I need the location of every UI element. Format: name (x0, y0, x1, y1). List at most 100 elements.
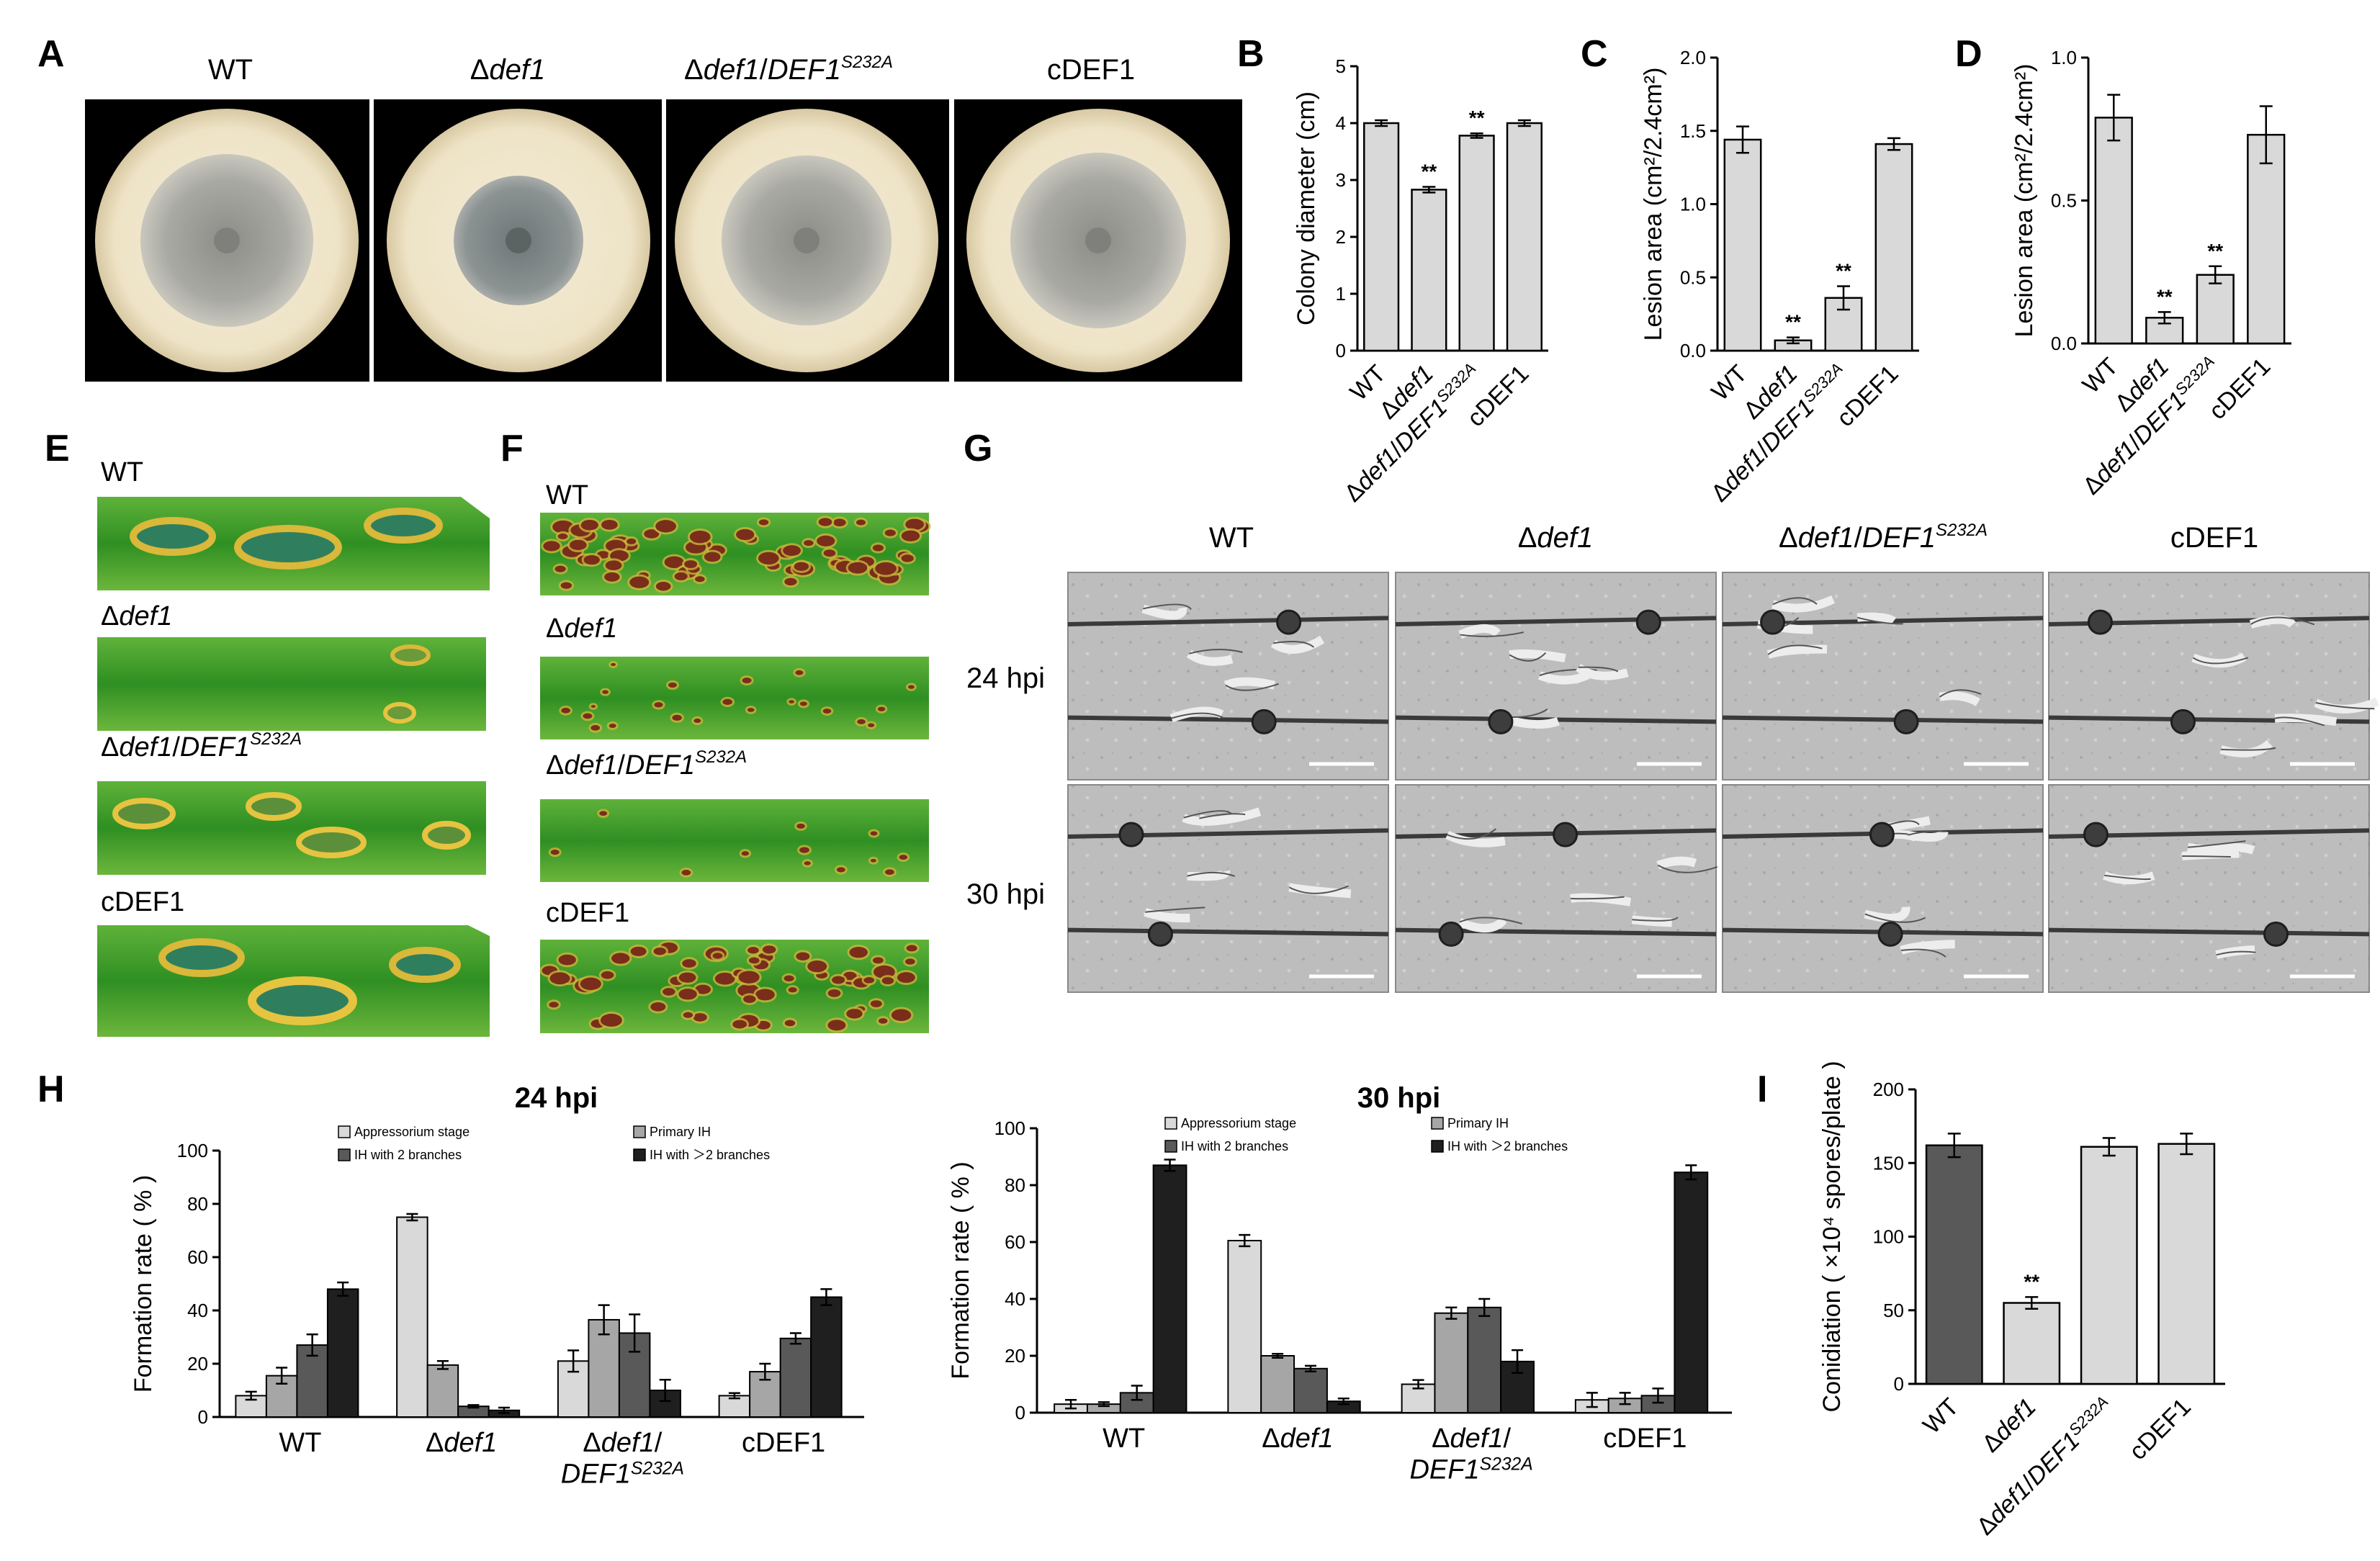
lesion (112, 798, 176, 829)
lesion-spot (908, 685, 915, 689)
inoculum-def1 (506, 228, 531, 253)
lesion (158, 938, 245, 977)
lesion-spot (689, 531, 711, 544)
tick-label-part: S232A (631, 1459, 684, 1478)
y-tick-label: 0.0 (2051, 333, 2077, 354)
legend-label: IH with ＞2 branches (650, 1148, 770, 1162)
lesion-spot (877, 706, 886, 711)
lesion-spot (732, 1020, 747, 1029)
hypha-outline (1509, 652, 1547, 662)
tick-label-x: Δdef1/ DEF1S232A (561, 1428, 684, 1490)
lesion-spot (784, 1020, 796, 1027)
invasive-hypha (1288, 883, 1352, 899)
lesion-spot (611, 662, 616, 667)
leaf-f-label-s232a: Δdef1/DEF1S232A (546, 747, 747, 780)
lesion-spot (714, 972, 735, 985)
lesion-spot (804, 861, 811, 865)
invasive-hypha (1856, 612, 1897, 625)
lesion-spot (684, 560, 698, 568)
lesion-spot (799, 847, 809, 853)
bar (396, 1216, 428, 1418)
tick-label-part: S232A (1433, 359, 1480, 406)
lesion-spot (783, 975, 794, 982)
lesion-spot (599, 811, 608, 816)
lesion-spot (674, 572, 688, 580)
appressorium (1869, 822, 1895, 847)
appressorium (1760, 609, 1786, 635)
lesion-spot (611, 953, 630, 964)
tick-label-part: / (655, 1428, 663, 1458)
y-axis-label: Formation rate ( % ) (947, 1161, 974, 1379)
lesion-spot (748, 957, 760, 964)
inoculum-s232a (794, 228, 819, 253)
lesion-spot (695, 984, 711, 994)
legend-label: IH with 2 branches (1181, 1139, 1288, 1153)
bar (1925, 1144, 1983, 1385)
plate-title-wt: WT (208, 54, 253, 86)
plate-title-s232a: Δdef1/DEF1S232A (684, 53, 893, 86)
lesion-spot (549, 972, 570, 985)
y-tick-label: 20 (187, 1353, 208, 1375)
hypha-outline (1856, 616, 1903, 625)
lesion-spot (870, 831, 878, 836)
tick-label-part: WT (1918, 1393, 1964, 1439)
tick-label-part: cDEF1 (1603, 1423, 1687, 1454)
y-tick-label: 50 (1883, 1300, 1904, 1321)
invasive-hypha (1223, 677, 1276, 690)
plate-title-cdef1: cDEF1 (1047, 54, 1135, 86)
y-axis-label: Formation rate ( % ) (130, 1175, 157, 1393)
tick-label-part: Δ (1262, 1423, 1280, 1454)
lesion-spot (884, 529, 896, 536)
significance-label: ** (2157, 285, 2173, 307)
lesion-spot (872, 544, 884, 552)
hypha-outline (2104, 874, 2151, 881)
g-col-s232a: Δdef1/DEF1S232A (1779, 521, 1988, 554)
invasive-hypha (2249, 615, 2296, 629)
tick-label-part: WT (279, 1428, 321, 1458)
lesion-spot (818, 518, 832, 526)
lesion-spot (856, 519, 866, 526)
lesion (234, 525, 342, 570)
lesion-spot (784, 577, 797, 586)
lesion-spot (736, 528, 755, 541)
y-tick-label: 1.0 (2051, 47, 2077, 68)
lesion-spot (741, 851, 750, 856)
lesion-spot (891, 1009, 912, 1022)
lesion-spot (743, 995, 756, 1003)
lesion-spot (905, 958, 915, 965)
lesion-spot (601, 971, 614, 979)
tick-label-part: cDEF1 (2124, 1393, 2196, 1465)
cell-wall (1067, 715, 1389, 724)
g-col-wt: WT (1209, 522, 1254, 554)
lesion-spot (827, 989, 841, 997)
lesion-spot (629, 576, 650, 588)
lesion-spot (682, 959, 696, 968)
inoculum-cdef1 (1085, 228, 1111, 253)
legend-swatch (1164, 1140, 1177, 1153)
y-tick-label: 4 (1336, 112, 1346, 134)
invasive-hypha (1458, 917, 1507, 933)
legend-label: Primary IH (1447, 1116, 1509, 1130)
lesion-spot (848, 562, 868, 574)
lesion-spot (602, 690, 609, 694)
tick-label-part: S232A (1480, 1454, 1533, 1474)
micrograph-tile (1722, 572, 2044, 780)
hypha-outline (1145, 907, 1205, 913)
leaf-e-label-def1: Δdef1 (101, 601, 172, 631)
panel-label-C: C (1581, 33, 1608, 75)
hypha-outline (1183, 810, 1232, 819)
significance-label: ** (1836, 259, 1851, 282)
lesion-spot (849, 946, 868, 958)
appressorium (1635, 609, 1661, 635)
lesion-spot (789, 700, 794, 703)
leaf-f-label-def1: Δdef1 (546, 613, 617, 644)
lesion-spot (704, 552, 721, 562)
invasive-hypha (1509, 649, 1566, 663)
lesion-spot (742, 678, 752, 683)
leaf-e-label-cdef1: cDEF1 (101, 887, 184, 917)
invasive-hypha (1537, 670, 1591, 685)
lesion-spot (804, 540, 814, 546)
hypha-outline (1273, 640, 1315, 648)
appressorium (1276, 609, 1302, 635)
bar (1874, 143, 1913, 352)
